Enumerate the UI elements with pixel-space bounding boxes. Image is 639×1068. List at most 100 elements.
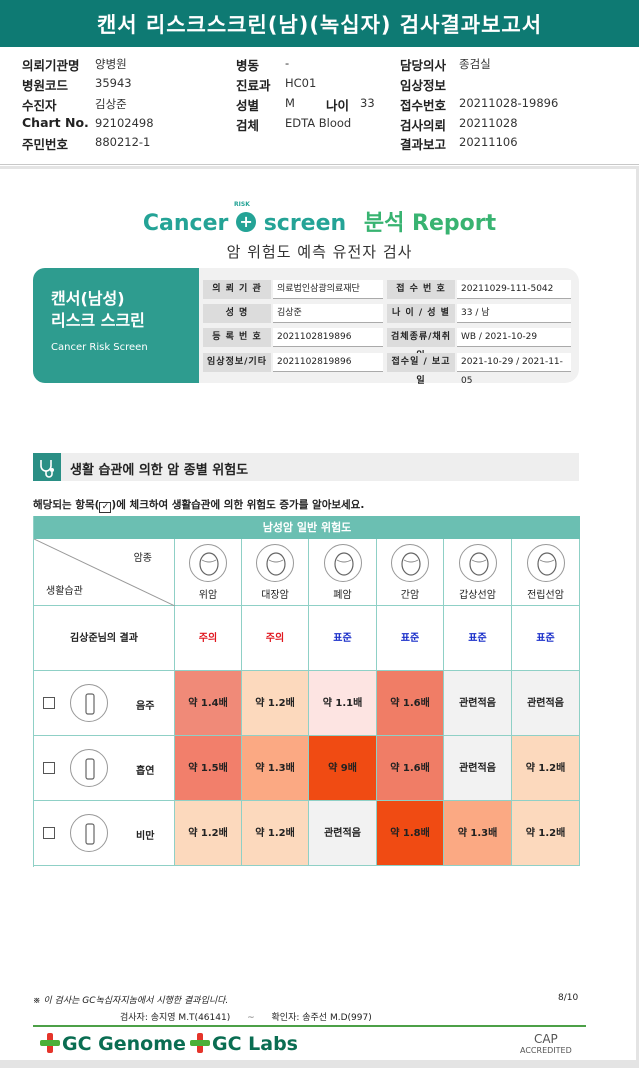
liver-icon xyxy=(391,544,429,582)
header-label: 의뢰기관명 xyxy=(22,58,80,73)
habit-label: 음주 xyxy=(136,701,155,712)
organ-name: 위암 xyxy=(198,590,218,601)
header-value: 92102498 xyxy=(95,116,154,130)
logo-subtitle: 암 위험도 예측 유전자 검사 xyxy=(226,243,413,261)
risk-cell: 약 1.2배 xyxy=(242,801,309,866)
info-value: 김상준 xyxy=(273,304,383,323)
note-pre: 해당되는 항목( xyxy=(33,499,100,511)
logo-screen: screen xyxy=(263,211,347,236)
risk-cell: 관련적음 xyxy=(444,671,512,736)
cancer-screen-logo: Cancer + RISK screen 분석 Report 암 위험도 예측 … xyxy=(0,201,639,262)
header-value: EDTA Blood xyxy=(285,116,352,130)
risk-cell: 약 1.3배 xyxy=(242,736,309,801)
logo-risk: RISK xyxy=(234,201,250,208)
habit-checkbox[interactable] xyxy=(43,762,55,774)
instruction-note: 해당되는 항목(✓)에 체크하여 생활습관에 의한 위험도 증가를 알아보세요. xyxy=(33,497,364,513)
header-value: 양병원 xyxy=(95,57,127,71)
colon-icon xyxy=(256,544,294,582)
risk-cell: 약 1.6배 xyxy=(377,736,444,801)
header-label: 임상정보 xyxy=(400,78,447,93)
logo-cancer: Cancer xyxy=(142,211,229,236)
header-value: 20211106 xyxy=(459,135,518,149)
header-value: 880212-1 xyxy=(95,135,151,149)
habit-row-header: 비만 xyxy=(34,801,175,866)
result-cell: 표준 xyxy=(512,606,580,671)
header-value: - xyxy=(285,56,290,70)
organ-header: 갑상선암 xyxy=(444,539,512,606)
result-label: 김상준님의 결과 xyxy=(34,606,175,671)
risk-cell: 약 1.2배 xyxy=(512,801,580,866)
info-value: 33 / 남 xyxy=(457,304,571,323)
cap-text: CAP xyxy=(533,1032,558,1046)
info-label: 임상정보/기타 xyxy=(203,353,271,372)
risk-cell: 약 1.6배 xyxy=(377,671,444,736)
report-title: 캔서 리스크스크린(남)(녹십자) 검사결과보고서 xyxy=(0,0,639,47)
smoking-icon xyxy=(70,749,108,787)
corner-bottom: 생활습관 xyxy=(46,586,83,597)
organ-header: 전립선암 xyxy=(512,539,580,606)
header-value: 20211028 xyxy=(459,116,518,130)
info-value: WB / 2021-10-29 xyxy=(457,328,571,347)
header-label: Chart No. xyxy=(22,115,89,130)
age-value: 33 xyxy=(360,96,375,110)
thyroid-icon xyxy=(458,544,497,582)
footer-note: ※ 이 검사는 GC녹십자지놈에서 시행한 결과입니다. xyxy=(33,996,229,1006)
habit-checkbox[interactable] xyxy=(43,827,55,839)
cap-accredited-logo: CAP ACCREDITED xyxy=(520,1032,572,1055)
obesity-icon xyxy=(70,814,108,852)
alcohol-icon xyxy=(70,684,108,722)
gc-labs-logo: GC Labs xyxy=(190,1033,298,1055)
info-label: 성 명 xyxy=(203,304,271,323)
header-label: 병동 xyxy=(236,58,260,73)
card-line1: 캔서(남성) xyxy=(51,289,125,308)
risk-cell: 약 9배 xyxy=(309,736,377,801)
header-label: 수진자 xyxy=(22,98,57,113)
header-label: 주민번호 xyxy=(22,137,69,152)
corner-top: 암종 xyxy=(133,553,152,564)
cap-sub: ACCREDITED xyxy=(520,1046,572,1055)
signature-mark: ~ xyxy=(247,1013,255,1023)
section-title: 생활 습관에 의한 암 종별 위험도 xyxy=(70,463,249,478)
info-label: 검체종류/채취일 xyxy=(387,328,455,361)
gc-cross-icon xyxy=(40,1033,60,1053)
stomach-icon xyxy=(189,544,227,582)
result-cell: 표준 xyxy=(377,606,444,671)
bottom-strip xyxy=(0,1060,639,1068)
header-label: 담당의사 xyxy=(400,58,447,73)
organ-name: 전립선암 xyxy=(527,590,564,601)
risk-table: 남성암 일반 위험도 암종 생활습관 위암 대장암 폐암 간암 갑상선암 전립선암 김상준님의 … xyxy=(33,516,580,867)
logo-report: Report xyxy=(412,211,497,236)
gc-genome-logo: GC Genome xyxy=(40,1033,186,1055)
header-label: 검체 xyxy=(236,118,260,133)
diagonal-line xyxy=(34,539,175,606)
organ-name: 갑상선암 xyxy=(459,590,496,601)
info-label: 의 뢰 기 관 xyxy=(203,280,271,299)
age-label: 나이 xyxy=(326,98,350,113)
habit-label: 비만 xyxy=(136,831,155,842)
page-number: 8/10 xyxy=(558,993,579,1003)
organ-header: 대장암 xyxy=(242,539,309,606)
note-post: )에 체크하여 생활습관에 의한 위험도 증가를 알아보세요. xyxy=(111,499,365,511)
risk-cell: 관련적음 xyxy=(444,736,512,801)
risk-cell: 약 1.8배 xyxy=(377,801,444,866)
risk-cell: 약 1.2배 xyxy=(512,736,580,801)
info-box: 의 뢰 기 관 의료법인삼광의료재단 접 수 번 호 20211029-111-504… xyxy=(199,268,579,386)
info-value: 2021102819896 xyxy=(273,328,383,347)
habit-checkbox[interactable] xyxy=(43,697,55,709)
header-label: 성별 xyxy=(236,98,260,113)
risk-cell: 관련적음 xyxy=(512,671,580,736)
brand1-text: GC Genome xyxy=(62,1033,186,1055)
lung-icon xyxy=(323,544,362,582)
risk-cell: 관련적음 xyxy=(309,801,377,866)
info-value: 2021-10-29 / 2021-11-05 xyxy=(457,353,571,386)
header-value: M xyxy=(285,96,295,110)
info-value: 20211029-111-5042 xyxy=(457,280,571,299)
info-label: 나 이 / 성 별 xyxy=(387,304,455,323)
patient-header: 의뢰기관명 양병원 병원코드 35943 수진자 김상준 Chart No. 92102498… xyxy=(0,47,639,165)
risk-cell: 약 1.3배 xyxy=(444,801,512,866)
header-label: 검사의뢰 xyxy=(400,118,447,133)
footer-line xyxy=(33,1025,586,1027)
risk-cell: 약 1.2배 xyxy=(175,801,242,866)
header-value: 종검실 xyxy=(459,57,491,71)
